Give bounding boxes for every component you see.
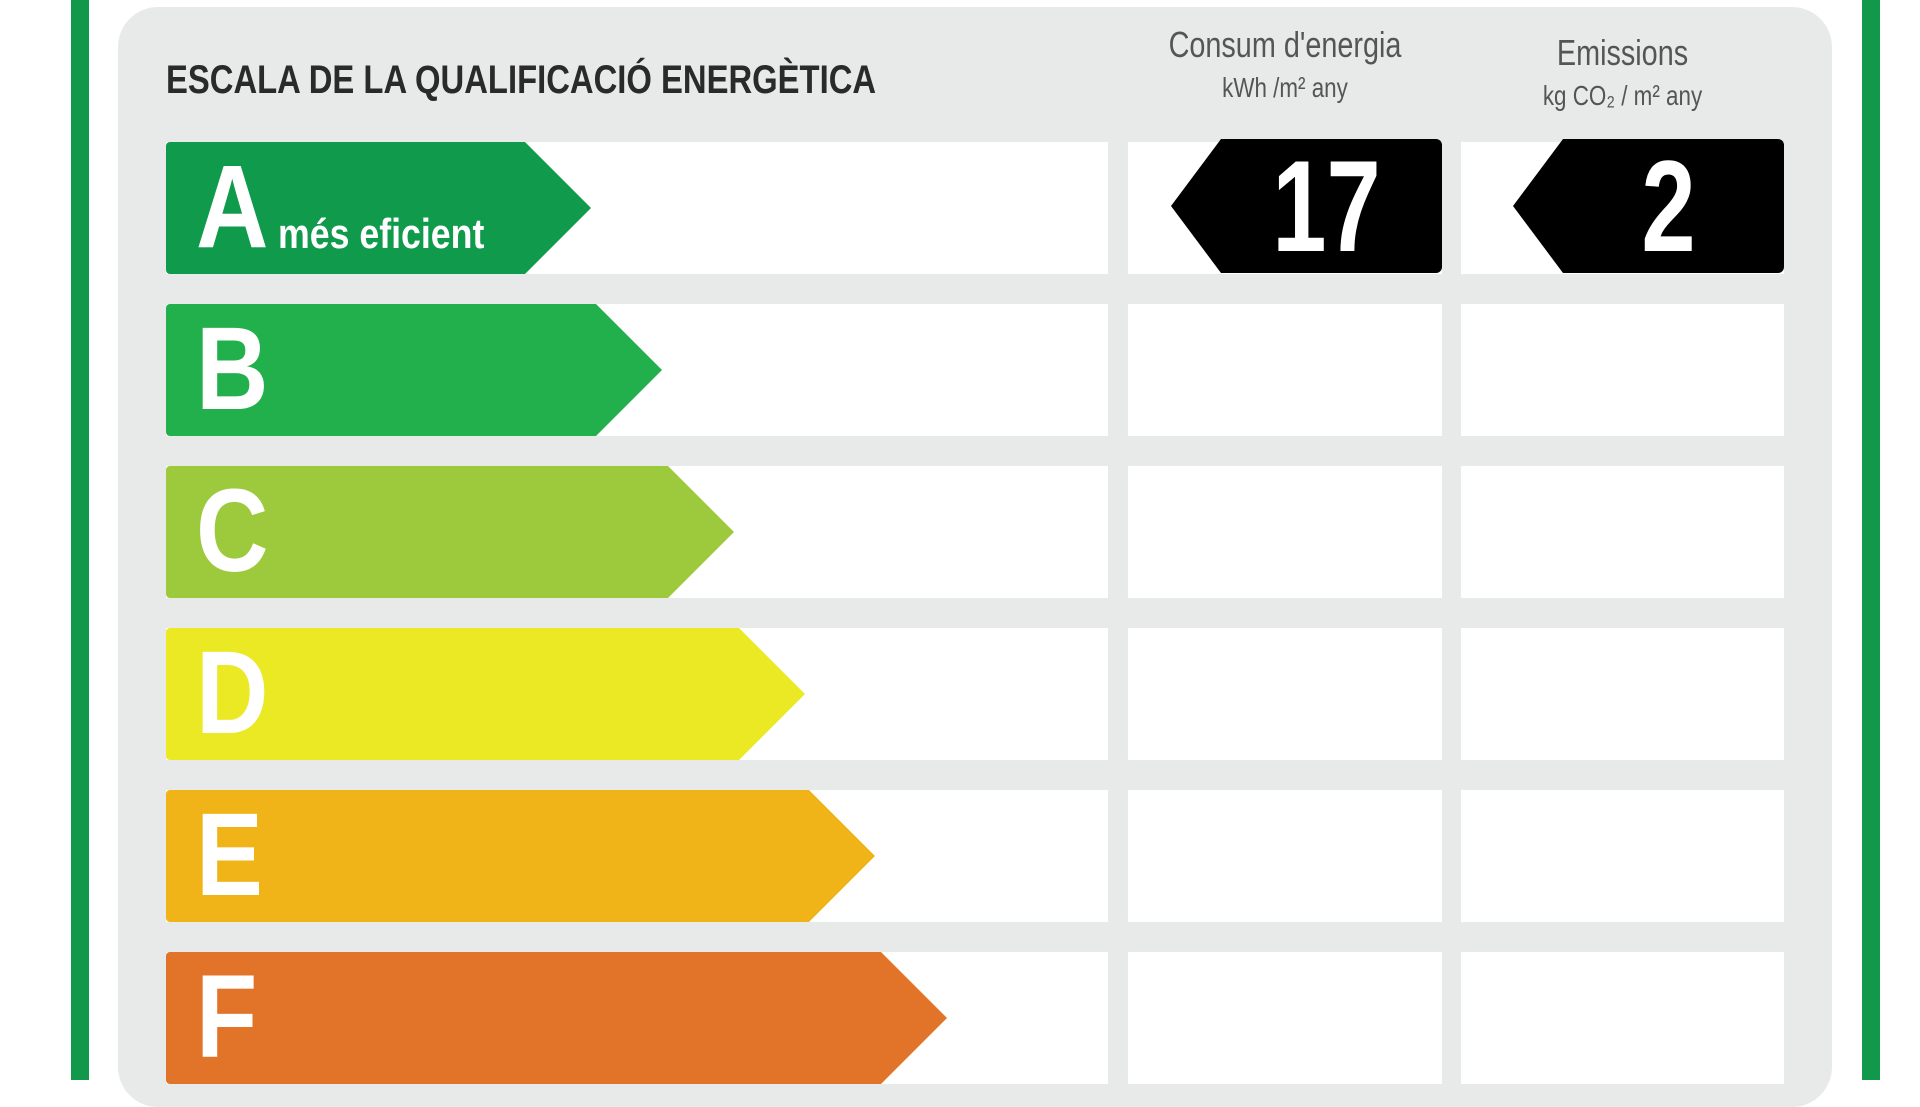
energy-cell — [1128, 466, 1442, 598]
emissions-header-unit: kg CO₂ / m² any — [1542, 80, 1703, 111]
rating-letter: E — [196, 789, 263, 921]
left-green-border — [71, 0, 89, 1080]
energy-header-label: Consum d'energia — [1168, 24, 1402, 65]
rating-arrow-c: C — [166, 466, 734, 598]
label-title: ESCALA DE LA QUALIFICACIÓ ENERGÈTICA — [166, 58, 877, 102]
rating-letter: A — [196, 141, 269, 273]
rating-letter: D — [196, 627, 269, 759]
rating-letter: B — [196, 303, 269, 435]
rating-arrow-b: B — [166, 304, 662, 436]
right-green-border — [1862, 0, 1880, 1080]
rating-arrow-f: F — [166, 952, 947, 1084]
emissions-cell — [1461, 790, 1784, 922]
energy-cell — [1128, 952, 1442, 1084]
rating-subtitle: més eficient — [278, 210, 485, 257]
rating-arrow-e: E — [166, 790, 875, 922]
energy-cell — [1128, 304, 1442, 436]
rating-letter: C — [196, 465, 269, 597]
energy-cell — [1128, 628, 1442, 760]
rating-arrow-d: D — [166, 628, 805, 760]
emissions-cell — [1461, 304, 1784, 436]
emissions-value: 2 — [1641, 133, 1696, 279]
emissions-cell — [1461, 466, 1784, 598]
energy-value-badge: 17 — [1171, 139, 1442, 273]
emissions-column-header: Emissions kg CO₂ / m² any — [1493, 32, 1751, 112]
energy-header-unit: kWh /m² any — [1222, 72, 1348, 103]
emissions-header-label: Emissions — [1556, 32, 1689, 73]
emissions-cell — [1461, 952, 1784, 1084]
emissions-value-badge: 2 — [1513, 139, 1784, 273]
emissions-cell — [1461, 628, 1784, 760]
energy-column-header: Consum d'energia kWh /m² any — [1159, 24, 1410, 104]
rating-letter: F — [196, 951, 258, 1083]
energy-value: 17 — [1272, 133, 1381, 279]
energy-cell — [1128, 790, 1442, 922]
